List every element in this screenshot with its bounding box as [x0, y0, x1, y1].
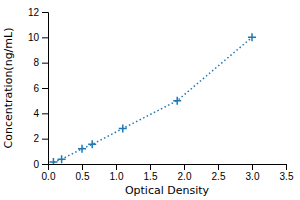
y-axis-title: Concentration(ng/mL)	[2, 28, 15, 149]
tick-label: 3.0	[246, 171, 260, 182]
tick-label: 4	[33, 108, 39, 119]
tick-label: 8	[33, 57, 39, 68]
tick-mark	[252, 164, 253, 170]
tick: 3.0	[246, 164, 260, 182]
marker	[173, 97, 181, 105]
tick-label: 2.5	[212, 171, 226, 182]
tick-mark	[42, 139, 48, 140]
tick: 0	[33, 159, 48, 170]
tick-mark	[286, 164, 287, 170]
tick: 4	[33, 108, 48, 119]
tick-label: 1.5	[144, 171, 158, 182]
tick-label: 0.5	[76, 171, 90, 182]
y-axis: 0 2 4 6 8 10 12	[28, 7, 49, 170]
tick-label: 10	[28, 32, 40, 43]
axis-line	[42, 13, 49, 165]
marker	[119, 125, 127, 133]
tick-label: 3.5	[280, 171, 294, 182]
chart: 0.0 0.5 1.0 1.5 2.0 2.5 3.0 3.5 0 2 4 6 8 10 12 Optical…	[0, 0, 300, 200]
tick-label: 6	[33, 83, 39, 94]
tick: 1.5	[144, 164, 158, 182]
tick-mark	[42, 88, 48, 89]
tick-mark	[42, 113, 48, 114]
tick: 8	[33, 57, 48, 68]
tick-mark	[150, 164, 151, 170]
marks	[49, 33, 256, 164]
tick: 0.5	[76, 164, 90, 182]
tick-mark	[184, 164, 185, 170]
marker	[49, 158, 57, 164]
tick: 2.5	[212, 164, 226, 182]
axis-line	[49, 165, 287, 171]
x-axis: 0.0 0.5 1.0 1.5 2.0 2.5 3.0 3.5	[42, 164, 294, 182]
tick: 0.0	[42, 164, 56, 182]
tick-mark	[82, 164, 83, 170]
tick-mark	[116, 164, 117, 170]
tick-mark	[42, 164, 48, 165]
tick-label: 2	[33, 133, 39, 144]
line	[53, 37, 252, 162]
tick: 1.0	[110, 164, 124, 182]
tick: 12	[28, 7, 48, 18]
marker	[88, 140, 96, 148]
tick: 10	[28, 32, 48, 43]
tick-label: 0	[33, 159, 39, 170]
marker	[58, 155, 66, 163]
tick-label: 1.0	[110, 171, 124, 182]
tick: 2	[33, 133, 48, 144]
tick: 3.5	[280, 164, 294, 182]
tick-label: 12	[28, 7, 40, 18]
tick-label: 2.0	[178, 171, 192, 182]
tick: 6	[33, 83, 48, 94]
tick-mark	[42, 37, 48, 38]
tick-mark	[42, 63, 48, 64]
marker	[78, 145, 86, 153]
x-axis-title: Optical Density	[125, 184, 210, 197]
tick-mark	[42, 12, 48, 13]
plot: 0.0 0.5 1.0 1.5 2.0 2.5 3.0 3.5 0 2 4 6 8 10 12 Optical…	[2, 7, 294, 197]
tick: 2.0	[178, 164, 192, 182]
tick-label: 0.0	[42, 171, 56, 182]
marker	[248, 33, 256, 41]
tick-mark	[218, 164, 219, 170]
